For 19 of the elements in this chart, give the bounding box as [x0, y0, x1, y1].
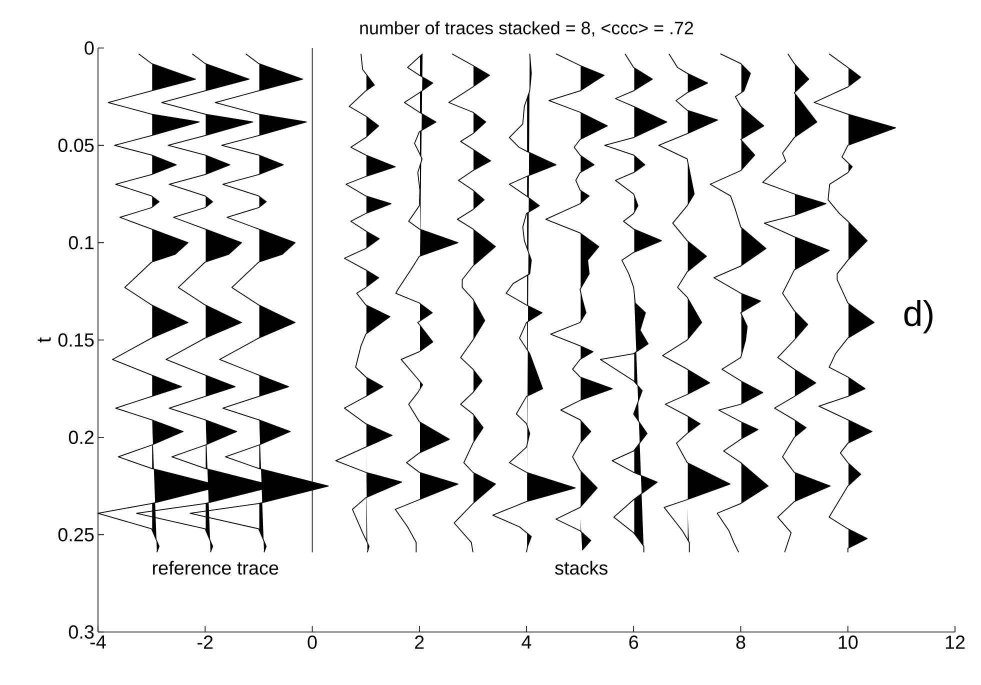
y-tick-label: 0.15 — [58, 333, 94, 347]
annotation: reference trace — [153, 560, 278, 575]
y-tick-label: 0.1 — [68, 236, 94, 250]
x-tick-label: 2 — [415, 636, 424, 649]
annotation: stacks — [555, 560, 608, 575]
chart-title: number of traces stacked = 8, <ccc> = .72 — [360, 21, 694, 37]
y-tick-label: 0 — [84, 41, 94, 55]
x-tick-label: 12 — [946, 636, 965, 649]
x-tick-label: 4 — [522, 636, 532, 649]
y-axis-title: t — [38, 337, 51, 342]
y-tick-label: 0.05 — [58, 138, 94, 152]
x-tick-label: 6 — [629, 636, 638, 649]
x-tick-label: 10 — [838, 636, 858, 649]
x-tick-label: -2 — [198, 636, 213, 649]
x-tick-label: 8 — [736, 636, 746, 649]
x-tick-label: 0 — [308, 636, 317, 649]
y-tick-label: 0.2 — [68, 430, 94, 444]
y-tick-label: 0.25 — [58, 528, 94, 542]
annotation: d) — [904, 300, 932, 334]
